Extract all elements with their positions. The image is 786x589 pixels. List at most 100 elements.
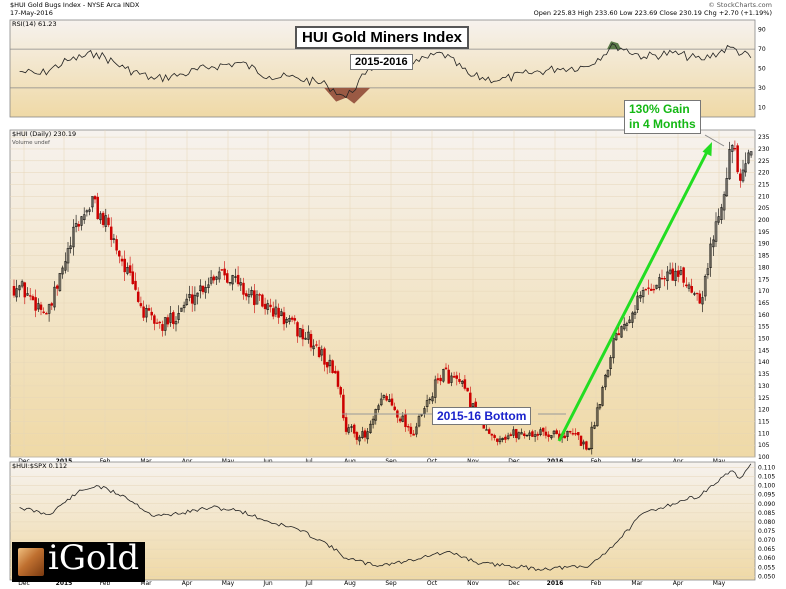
price-candle-body [266, 303, 270, 310]
price-candle-body [736, 145, 739, 173]
price-candle-body [107, 217, 110, 226]
price-candle-body [207, 284, 210, 288]
price-candle-body [577, 432, 580, 436]
price-candle-body [425, 400, 429, 407]
price-candle-body [655, 284, 658, 289]
volume-legend: Volume undef [12, 140, 51, 146]
price-candle-body [363, 430, 367, 438]
price-candle-body [544, 431, 548, 436]
price-candle-body [679, 270, 683, 275]
logo-text: iGold [48, 538, 140, 578]
price-candle-body [582, 441, 585, 445]
price-candle-body [447, 369, 450, 384]
price-candle-body [463, 379, 467, 389]
price-candle-body [339, 387, 342, 395]
price-candle-body [517, 432, 521, 439]
ratio-x-label: Apr [182, 580, 193, 587]
price-candle-body [134, 280, 137, 290]
price-candle-body [450, 375, 453, 383]
price-candle-body [571, 433, 575, 435]
gain-line-2: in 4 Months [629, 117, 696, 131]
price-candle-body [493, 435, 496, 438]
price-candle-body [131, 271, 135, 285]
ratio-tick-label: 0.075 [758, 528, 775, 535]
price-candle-body [150, 311, 153, 316]
price-x-label: Feb [591, 458, 602, 465]
price-candle-body [682, 267, 685, 283]
price-x-label: May [222, 458, 235, 465]
price-candle-body [382, 395, 386, 398]
ohlc-line: Open 225.83 High 233.60 Low 223.69 Close… [533, 9, 772, 17]
price-candle-body [163, 317, 167, 331]
price-candle-body [587, 447, 591, 451]
price-candle-body [625, 323, 629, 326]
price-candle-body [280, 311, 283, 316]
price-candle-body [644, 289, 648, 291]
price-candle-body [668, 269, 672, 274]
price-candle-body [31, 296, 35, 301]
price-candle-body [406, 426, 410, 428]
price-candle-body [336, 371, 340, 387]
price-candle-body [487, 429, 491, 434]
price-candle-body [298, 328, 302, 338]
price-candle-body [417, 416, 421, 427]
price-candle-body [323, 348, 326, 365]
price-tick-label: 230 [758, 146, 770, 153]
price-candle-body [274, 306, 278, 315]
date-label: 17-May-2016 [10, 9, 53, 17]
price-candle-body [172, 312, 175, 325]
price-candle-body [196, 292, 199, 297]
price-candle-body [325, 362, 329, 368]
price-tick-label: 120 [758, 407, 770, 414]
price-x-label: Oct [427, 458, 438, 465]
price-candle-body [96, 196, 99, 220]
price-candle-body [442, 369, 445, 382]
price-candle-body [220, 269, 224, 271]
price-candle-body [523, 433, 526, 437]
price-candle-body [361, 431, 364, 438]
price-candle-body [458, 379, 461, 382]
price-candle-body [490, 433, 494, 436]
ratio-x-label: Feb [100, 580, 111, 587]
price-candle-body [250, 290, 253, 296]
price-candle-body [247, 294, 251, 298]
price-candle-body [18, 285, 21, 291]
price-candle-body [460, 380, 464, 384]
price-tick-label: 125 [758, 395, 770, 402]
price-tick-label: 180 [758, 264, 770, 271]
ratio-x-label: May [222, 580, 235, 587]
price-candle-body [69, 245, 72, 250]
price-tick-label: 160 [758, 312, 770, 319]
price-candle-body [26, 293, 29, 296]
ratio-tick-label: 0.090 [758, 501, 775, 508]
price-candle-body [28, 295, 32, 297]
price-candle-body [641, 290, 645, 298]
price-candle-body [347, 427, 351, 433]
price-candle-body [236, 274, 240, 285]
price-candle-body [717, 216, 720, 223]
price-candle-body [536, 433, 540, 436]
price-candle-body [50, 303, 54, 306]
price-candle-body [620, 326, 623, 338]
price-tick-label: 195 [758, 229, 770, 236]
price-candle-body [182, 304, 186, 309]
price-candle-body [701, 297, 704, 305]
price-candle-body [204, 287, 207, 293]
price-candle-body [674, 270, 677, 281]
price-candle-body [61, 267, 64, 275]
price-candle-body [72, 226, 75, 248]
price-tick-label: 100 [758, 454, 770, 461]
price-candle-body [563, 435, 567, 439]
price-candle-body [123, 258, 126, 273]
price-tick-label: 210 [758, 193, 770, 200]
price-x-label: Dec [18, 458, 30, 465]
price-candle-body [385, 395, 388, 401]
price-candle-body [706, 268, 710, 276]
ratio-x-label: Jun [262, 580, 273, 587]
ratio-x-label: Oct [427, 580, 438, 587]
price-candle-body [647, 287, 650, 289]
price-candle-body [115, 239, 118, 251]
ratio-legend: $HUI:$SPX 0.112 [12, 462, 67, 470]
price-tick-label: 110 [758, 430, 770, 437]
price-candle-body [614, 333, 618, 341]
